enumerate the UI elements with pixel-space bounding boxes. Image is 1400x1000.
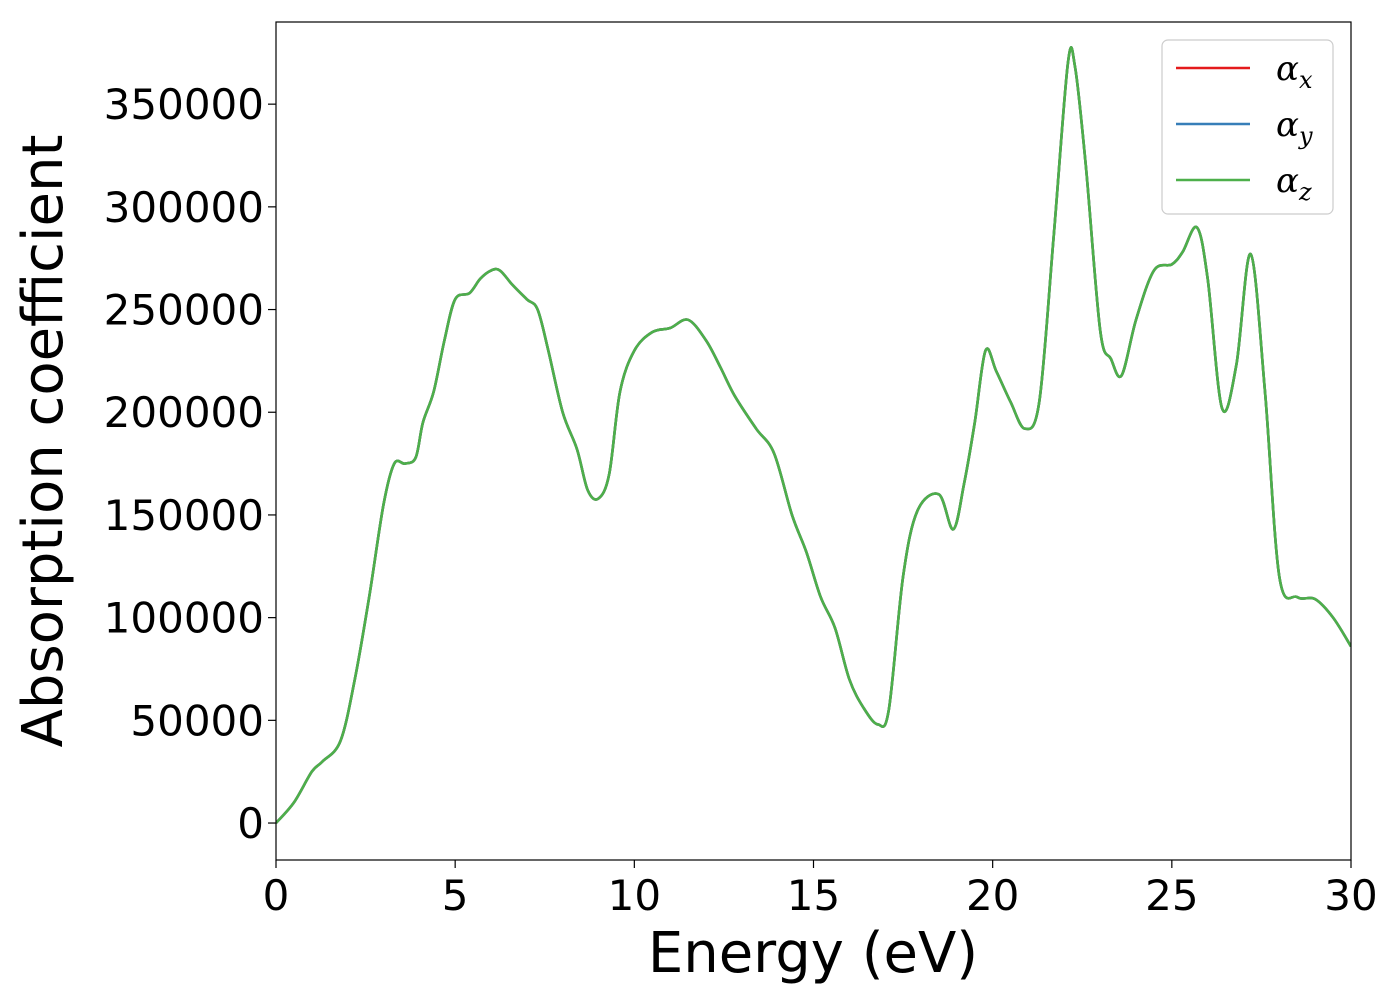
- x-axis-title: Energy (eV): [648, 921, 978, 986]
- x-tick-label: 5: [442, 871, 469, 920]
- x-tick-label: 0: [263, 871, 290, 920]
- series-line-alpha-z: [276, 46, 1351, 824]
- y-tick-label: 100000: [104, 594, 264, 643]
- legend-label-alpha-x: αx: [1276, 49, 1313, 94]
- y-tick-label: 250000: [104, 286, 264, 335]
- legend-label-alpha-y: αy: [1276, 105, 1313, 150]
- y-tick-label: 50000: [130, 696, 264, 745]
- legend-label-alpha-z: αz: [1276, 161, 1312, 206]
- y-tick-label: 300000: [104, 183, 264, 232]
- y-tick-label: 200000: [104, 388, 264, 437]
- x-axis: 0 5 10 15 20 25 30: [263, 860, 1378, 920]
- y-axis: 0 50000 100000 150000 200000 250000 300000 3500…: [104, 80, 276, 848]
- x-tick-label: 25: [1145, 871, 1198, 920]
- y-tick-label: 0: [237, 799, 264, 848]
- y-tick-label: 150000: [104, 491, 264, 540]
- x-tick-label: 10: [608, 871, 661, 920]
- x-tick-label: 20: [966, 871, 1019, 920]
- x-tick-label: 30: [1324, 871, 1377, 920]
- y-tick-label: 350000: [104, 80, 264, 129]
- legend: αx αy αz: [1161, 39, 1334, 215]
- x-tick-label: 15: [787, 871, 840, 920]
- series-layer: [276, 46, 1351, 824]
- y-axis-title: Absorption coefficient: [11, 135, 76, 748]
- legend-box: [1161, 39, 1334, 215]
